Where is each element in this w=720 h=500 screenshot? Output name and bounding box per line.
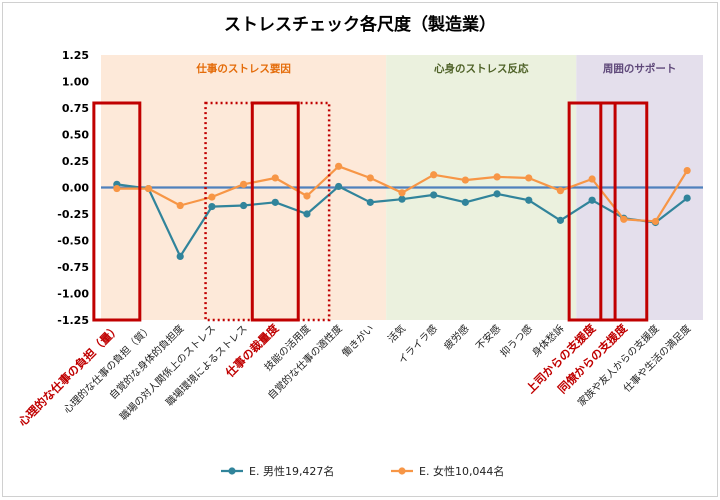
legend-label: E. 女性10,044名 xyxy=(419,464,504,478)
data-point-female xyxy=(303,192,311,200)
highlight-box xyxy=(567,101,617,322)
data-point-male xyxy=(493,190,501,198)
y-tick-label: 0.75 xyxy=(62,102,89,115)
data-point-female xyxy=(683,166,691,175)
data-point-male xyxy=(176,252,184,260)
data-point-female xyxy=(493,173,501,181)
dotted-highlight-box xyxy=(204,101,331,322)
data-point-female xyxy=(556,187,565,195)
data-point-male xyxy=(430,191,438,199)
data-point-female xyxy=(335,162,343,170)
data-point-male xyxy=(366,198,374,206)
category-label: 働きがい xyxy=(339,322,376,359)
data-point-female xyxy=(144,184,153,193)
data-point-female xyxy=(366,174,374,182)
category-label: 仕事の裁量度 xyxy=(222,321,282,381)
category-label: 活気 xyxy=(385,322,408,345)
data-point-male xyxy=(335,182,343,191)
data-point-male xyxy=(208,202,216,211)
data-point-female xyxy=(651,217,660,226)
chart-title: ストレスチェック各尺度（製造業） xyxy=(224,14,496,35)
category-label: 抑うつ感 xyxy=(497,322,534,359)
data-point-female xyxy=(239,180,248,188)
data-point-male xyxy=(556,216,565,224)
data-point-male xyxy=(303,210,311,218)
data-point-female xyxy=(620,215,628,223)
data-point-male xyxy=(683,194,691,202)
highlight-box xyxy=(92,101,142,322)
category-label: 疲労感 xyxy=(441,322,471,352)
highlight-box xyxy=(250,101,300,322)
data-point-female xyxy=(461,176,469,184)
data-point-male xyxy=(525,196,533,204)
data-point-male xyxy=(461,198,469,206)
legend-swatch-marker xyxy=(398,467,406,475)
chart: ストレスチェック各尺度（製造業） 仕事のストレス要因 心身のストレス反応 周囲のサポ… xyxy=(15,14,703,478)
data-point-female xyxy=(113,184,121,193)
y-tick-label: 0.25 xyxy=(62,155,89,168)
legend-swatch-marker xyxy=(228,467,236,475)
y-tick-label: 1.25 xyxy=(62,49,89,62)
data-point-female xyxy=(208,193,216,201)
data-point-female xyxy=(176,201,184,210)
data-point-male xyxy=(398,195,406,203)
data-point-female xyxy=(398,189,406,197)
y-tick-label: -0.50 xyxy=(57,235,89,248)
y-tick-label: 0.00 xyxy=(62,182,89,195)
y-tick-label: -0.75 xyxy=(57,261,89,274)
section-label: 周囲のサポート xyxy=(603,62,677,75)
data-point-female xyxy=(588,175,596,183)
category-label: 不安感 xyxy=(473,322,503,352)
y-tick-label: -1.25 xyxy=(57,314,89,327)
data-point-male xyxy=(239,201,248,210)
highlight-box xyxy=(599,101,649,322)
data-point-female xyxy=(525,174,533,182)
data-point-male xyxy=(271,198,279,206)
data-point-female xyxy=(271,174,279,182)
y-tick-label: 0.50 xyxy=(62,129,89,142)
data-point-female xyxy=(430,171,438,179)
section-label: 仕事のストレス要因 xyxy=(195,62,291,75)
y-tick-label: -0.25 xyxy=(57,208,89,221)
y-tick-label: 1.00 xyxy=(62,76,89,89)
data-point-male xyxy=(588,196,596,204)
y-tick-label: -1.00 xyxy=(57,288,89,301)
section-label: 心身のストレス反応 xyxy=(434,62,529,75)
legend-label: E. 男性19,427名 xyxy=(249,464,334,478)
